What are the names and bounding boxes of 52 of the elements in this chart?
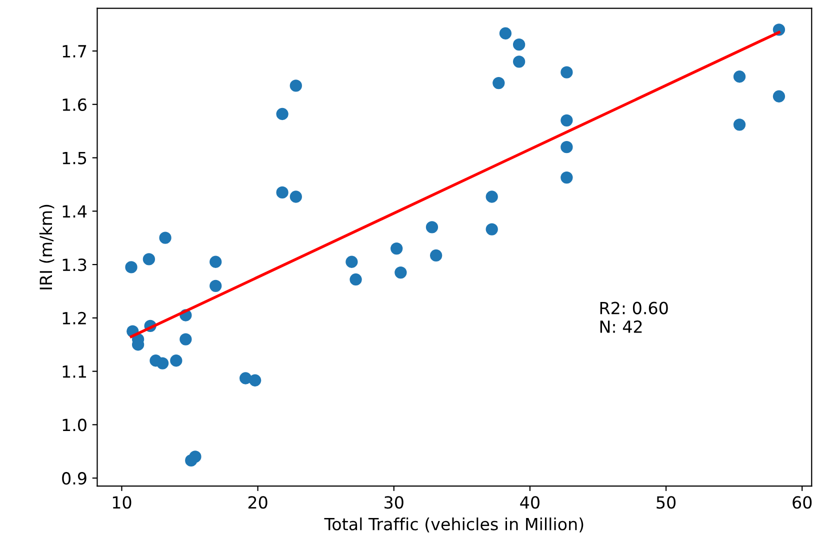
y-tick-label: 1.2	[62, 312, 86, 324]
y-tick-label: 1.3	[62, 258, 86, 272]
x-tick-label: 20	[248, 496, 268, 509]
y-tick-label: 1.7	[62, 45, 86, 58]
point	[290, 190, 302, 203]
y-tick-label: 0.9	[62, 472, 86, 485]
point	[210, 280, 222, 292]
point	[394, 266, 407, 279]
point	[733, 118, 746, 131]
point	[486, 190, 498, 203]
point	[430, 249, 442, 262]
point	[142, 253, 156, 266]
point	[733, 70, 746, 83]
point	[276, 186, 288, 199]
x-axis-title: Total Traffic (vehicles in Million)	[324, 517, 584, 532]
point	[125, 261, 138, 274]
point	[156, 357, 169, 370]
point	[513, 38, 526, 51]
point	[560, 171, 573, 184]
point	[560, 141, 573, 154]
point	[772, 90, 786, 102]
x-tick-label: 50	[656, 496, 676, 509]
x-tick-label: 60	[792, 496, 812, 509]
y-tick-label: 1.4	[62, 205, 87, 218]
point	[486, 223, 498, 236]
point	[426, 221, 438, 234]
x-tick-label: 30	[384, 496, 404, 509]
y-tick-label: 1.1	[62, 365, 86, 378]
point	[239, 372, 252, 384]
point	[346, 256, 358, 268]
point	[560, 114, 573, 126]
point	[189, 450, 202, 463]
point	[560, 66, 573, 78]
y-axis-title: IRI (m/km)	[39, 204, 54, 290]
y-tick-label: 1.6	[62, 98, 86, 111]
point	[159, 232, 172, 244]
point	[210, 256, 222, 268]
y-tick-label: 1.0	[62, 418, 86, 432]
point	[350, 273, 362, 286]
point	[180, 333, 192, 346]
point	[249, 374, 262, 386]
y-tick-label: 1.5	[62, 152, 86, 164]
point	[290, 80, 302, 92]
x-tick-label: 10	[112, 496, 132, 509]
point	[390, 242, 403, 255]
point	[499, 27, 512, 40]
x-tick-label: 40	[520, 496, 540, 509]
point	[170, 354, 182, 367]
annotation: R2: 0.60 N: 42	[600, 302, 668, 333]
point	[513, 56, 526, 68]
point	[276, 108, 288, 120]
point	[492, 76, 505, 90]
